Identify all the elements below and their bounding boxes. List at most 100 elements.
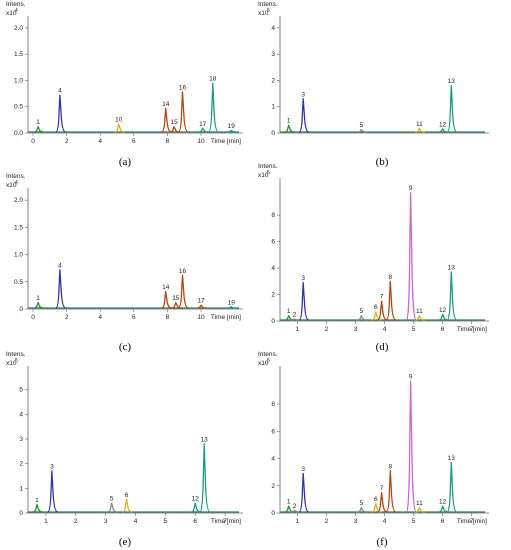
y-tick-label: 1.0 [14, 77, 23, 84]
peak-label: 5 [359, 308, 363, 315]
x-axis-title: Time [min] [211, 138, 241, 145]
x-tick-label: 0 [31, 314, 35, 321]
peak-label: 6 [125, 492, 129, 499]
peak-label: 9 [409, 185, 413, 192]
y-tick-label: 3 [19, 436, 23, 443]
y-axis-exponent-power: 4 [15, 8, 18, 14]
peak-4 [55, 94, 66, 133]
peak-label: 1 [287, 499, 291, 506]
x-tick-label: 7 [470, 326, 474, 333]
peak-label: 19 [228, 123, 236, 130]
peak-label: 1 [36, 119, 40, 126]
x-tick-label: 6 [132, 314, 136, 321]
y-tick-label: 0 [271, 510, 275, 517]
peak-label: 6 [374, 496, 378, 503]
y-tick-label: 8 [271, 401, 275, 408]
peak-12 [191, 502, 201, 513]
peak-5 [357, 506, 367, 513]
peak-5 [357, 128, 367, 133]
peak-10 [114, 123, 125, 133]
y-axis-unit-label: Intens. [6, 351, 26, 358]
x-tick-label: 5 [412, 326, 416, 333]
peak-label: 4 [58, 262, 62, 269]
y-tick-label: 1 [19, 485, 23, 492]
peak-17 [196, 304, 207, 309]
y-tick-label: 6 [271, 428, 275, 435]
y-tick-label: 0 [271, 130, 275, 137]
x-tick-label: 6 [132, 138, 136, 145]
peak-1 [284, 124, 295, 133]
x-tick-label: 7 [470, 518, 474, 525]
peak-label: 13 [448, 78, 456, 85]
y-axis-unit-label: Intens. [258, 351, 278, 358]
peak-14 [161, 290, 172, 309]
peak-label: 12 [439, 121, 447, 128]
x-tick-label: 1 [296, 518, 300, 525]
peak-3 [298, 98, 309, 133]
panel-caption: (a) [119, 156, 132, 168]
x-tick-label: 8 [166, 314, 170, 321]
x-tick-label: 3 [104, 518, 108, 525]
peak-label: 13 [448, 455, 456, 462]
peak-label: 15 [172, 295, 180, 302]
peak-label: 19 [228, 299, 236, 306]
x-tick-label: 10 [197, 138, 205, 145]
peak-label: 3 [50, 464, 54, 471]
peak-label: 5 [110, 496, 114, 503]
peak-label: 11 [416, 308, 423, 315]
peak-label: 13 [201, 436, 209, 443]
peak-1 [33, 126, 44, 133]
peak-19 [227, 306, 237, 309]
peak-label: 18 [209, 76, 217, 83]
peak-label: 13 [448, 265, 456, 272]
peak-label: 1 [287, 118, 291, 125]
y-tick-label: 4 [271, 456, 275, 463]
y-axis-exponent-label: x10 [258, 360, 269, 367]
peak-label: 15 [171, 119, 179, 126]
peak-13 [446, 461, 458, 513]
x-tick-label: 1 [296, 326, 300, 333]
peak-label: 7 [380, 294, 384, 301]
peak-13 [446, 85, 458, 133]
y-axis-exponent-power: 5 [267, 170, 270, 176]
y-tick-label: 2 [271, 292, 275, 299]
peak-label: 7 [380, 485, 384, 492]
peak-label: 14 [162, 101, 170, 108]
y-axis-exponent-power: 5 [15, 358, 18, 364]
x-tick-label: 5 [164, 518, 168, 525]
peak-3 [298, 281, 309, 321]
y-tick-label: 2.0 [14, 25, 23, 32]
y-tick-label: 1 [271, 104, 275, 111]
y-tick-label: 2 [19, 461, 23, 468]
peak-19 [227, 129, 237, 133]
panel-caption: (c) [119, 341, 132, 353]
peak-label: 16 [179, 85, 187, 92]
y-tick-label: 2 [271, 483, 275, 490]
y-tick-label: 1.0 [14, 252, 23, 259]
peak-16 [178, 274, 189, 309]
y-tick-label: 0.0 [14, 130, 23, 137]
peak-label: 3 [301, 91, 305, 98]
panel-caption: (b) [376, 156, 389, 168]
peak-4 [55, 269, 66, 309]
peak-2 [290, 318, 301, 321]
peak-label: 8 [388, 274, 392, 281]
y-tick-label: 1.5 [14, 224, 23, 231]
peak-label: 4 [58, 88, 62, 95]
x-tick-label: 10 [197, 314, 205, 321]
x-tick-label: 6 [441, 518, 445, 525]
y-axis-exponent-label: x10 [6, 182, 17, 189]
peak-label: 9 [409, 373, 413, 380]
x-tick-label: 1 [44, 518, 48, 525]
peak-label: 2 [293, 503, 297, 510]
x-axis-title: Time [min] [211, 518, 241, 525]
peak-label: 1 [36, 295, 40, 302]
x-tick-label: 4 [383, 518, 387, 525]
peak-11 [415, 506, 425, 513]
panel-caption: (f) [377, 536, 388, 548]
y-tick-label: 4 [271, 25, 275, 32]
y-axis-unit-label: Intens. [6, 1, 26, 8]
peak-7 [377, 491, 388, 513]
